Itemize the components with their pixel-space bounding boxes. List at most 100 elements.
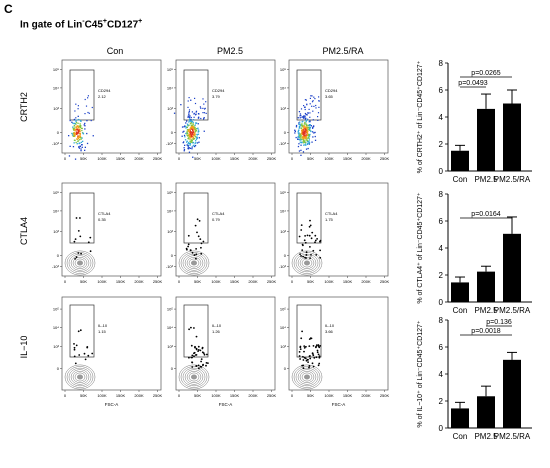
event-dot (303, 126, 305, 128)
event-dot (309, 130, 312, 132)
event-dot (192, 121, 194, 123)
event-dot (312, 127, 314, 129)
event-dot (319, 256, 322, 259)
column-header-pm25: PM2.5 (216, 46, 243, 56)
event-dot (317, 364, 320, 367)
event-dot (79, 124, 81, 127)
event-dot (188, 134, 190, 137)
event-dot (300, 229, 303, 231)
event-dot (205, 364, 207, 367)
y-tick-label: 0 (171, 130, 174, 135)
event-dot (304, 137, 306, 139)
event-dot (298, 134, 300, 136)
event-dot (303, 132, 306, 134)
event-dot (75, 344, 78, 347)
event-dot (194, 132, 196, 134)
event-dot (318, 355, 321, 357)
event-dot (316, 238, 318, 240)
event-dot (306, 119, 308, 121)
event-dot (317, 119, 319, 121)
event-dot (199, 238, 202, 241)
event-dot (191, 354, 194, 357)
event-dot (198, 220, 201, 222)
contour-ring (301, 372, 313, 382)
event-dot (192, 145, 194, 147)
event-dot (71, 132, 73, 135)
contour-ring (293, 366, 321, 388)
event-dot (191, 120, 193, 123)
contour-ring (301, 258, 313, 268)
event-dot (202, 107, 204, 109)
bar-chart-2: 0 2 4 6 8 % of IL−10⁺ of Lin⁻CD45⁺CD127⁺ Con PM… (417, 316, 532, 441)
event-dot (90, 120, 92, 122)
event-dot (304, 127, 306, 129)
event-dot (84, 358, 87, 361)
event-dot (75, 123, 77, 125)
event-dot (302, 138, 304, 140)
event-dot (80, 137, 82, 139)
event-dot (74, 127, 76, 129)
event-dot (206, 353, 208, 356)
event-dot (303, 144, 305, 146)
plot-frame (61, 296, 162, 391)
x-tick-label: Con (453, 175, 468, 184)
contour-ring (186, 371, 202, 383)
event-dot (188, 328, 191, 331)
x-tick-label: 200K (361, 156, 371, 161)
event-dot (192, 136, 194, 138)
gate-box (69, 69, 95, 121)
event-dot (308, 142, 310, 144)
gate-box (69, 304, 95, 358)
event-dot (195, 128, 197, 130)
event-dot (86, 142, 89, 145)
event-dot (193, 327, 195, 329)
y-tick-label: 0 (439, 167, 444, 176)
x-tick-label: 50K (80, 279, 87, 284)
p-value-label: p=0.136 (486, 319, 512, 326)
event-dot (313, 125, 315, 127)
event-dot (83, 352, 86, 355)
event-dot (315, 104, 317, 107)
event-dot (194, 224, 197, 227)
event-dot (195, 110, 198, 112)
event-dot (187, 243, 190, 246)
event-dot (68, 155, 71, 157)
event-dot (309, 355, 311, 357)
event-dot (195, 335, 198, 338)
event-dot (192, 123, 194, 126)
event-dot (84, 98, 86, 101)
event-dot (189, 140, 191, 142)
bar (451, 282, 469, 302)
event-dot (305, 254, 308, 256)
y-tick-label: 10³ (167, 344, 173, 349)
event-dot (173, 112, 176, 114)
contour-ring (297, 255, 317, 271)
event-dot (197, 117, 199, 119)
event-dot (187, 125, 189, 127)
event-dot (313, 96, 315, 98)
event-dot (191, 111, 193, 113)
event-dot (186, 129, 189, 131)
event-dot (315, 254, 318, 256)
event-dot (197, 345, 200, 348)
event-dot (84, 146, 86, 148)
y-tick-label: 4 (439, 244, 444, 253)
event-dot (77, 330, 80, 333)
contour-ring (64, 250, 96, 276)
event-dot (309, 121, 311, 123)
y-tick-label: 0 (284, 253, 287, 258)
event-dot (191, 124, 193, 126)
y-tick-label: 10⁵ (53, 190, 59, 195)
event-dot (308, 338, 311, 340)
event-dot (303, 139, 305, 141)
event-dot (310, 254, 312, 256)
event-dot (186, 120, 188, 122)
event-dot (79, 126, 82, 128)
x-tick-label: PM2.5/RA (494, 175, 531, 184)
event-dot (196, 231, 198, 234)
contour-ring (70, 369, 90, 385)
event-dot (310, 237, 313, 240)
event-dot (74, 258, 76, 260)
x-tick-label: 100K (211, 393, 221, 398)
x-tick-label: 50K (194, 279, 201, 284)
